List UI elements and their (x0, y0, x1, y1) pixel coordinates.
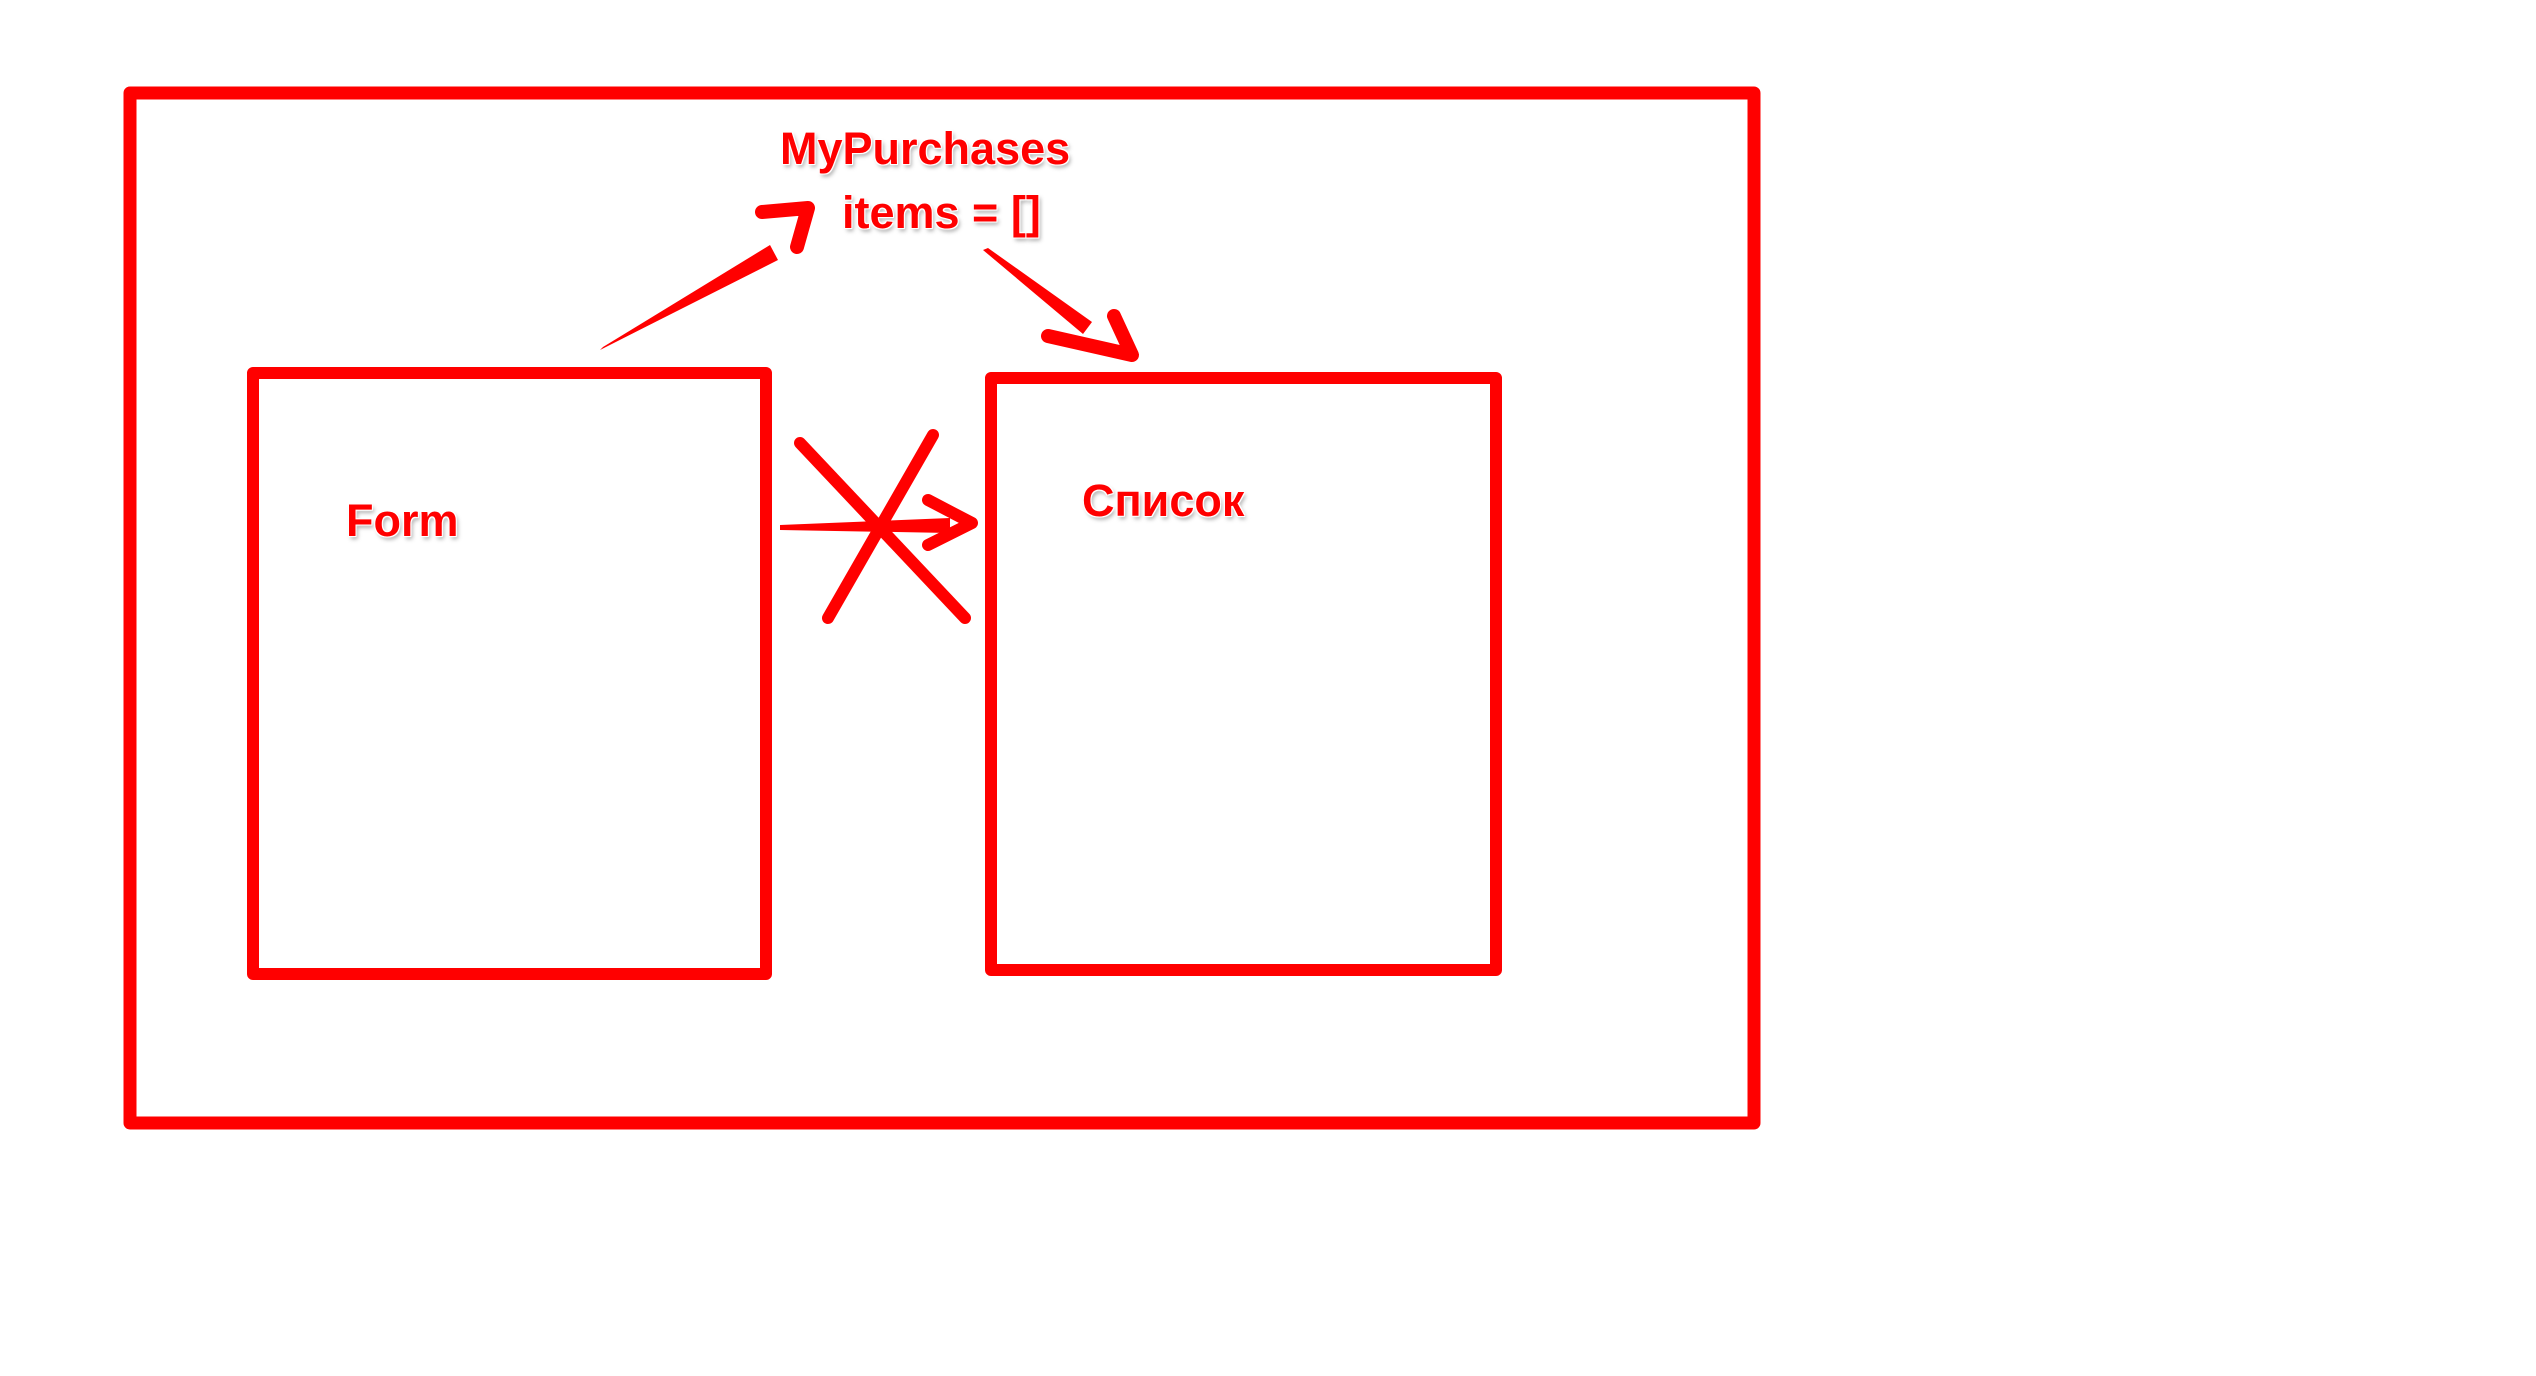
form-component-label: Form (346, 495, 459, 546)
parent-component-box (123, 86, 1761, 1130)
arrow-form-to-list-crossed-out (780, 494, 978, 551)
form-component-box (247, 367, 772, 980)
arrow-parent-to-list (983, 248, 1139, 362)
list-component-box (985, 372, 1502, 976)
list-component-label: Список (1082, 475, 1245, 526)
state-items-label: items = [] (842, 187, 1041, 238)
parent-component-label: MyPurchases (780, 123, 1071, 174)
cross-out-mark (794, 429, 971, 624)
arrow-form-to-parent (600, 201, 815, 350)
